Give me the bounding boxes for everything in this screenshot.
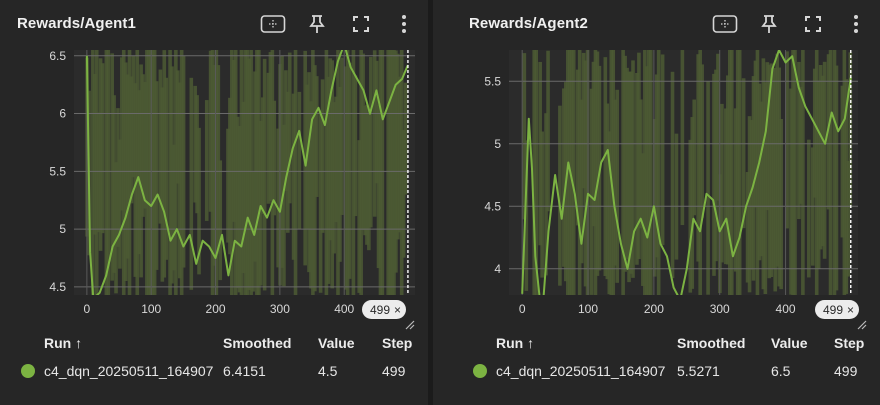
fit-domain-button[interactable] [258, 9, 288, 39]
y-tick-label: 4 [494, 262, 501, 276]
x-tick-label: 300 [710, 302, 730, 316]
col-value: Value [771, 335, 808, 351]
col-value: Value [318, 335, 355, 351]
chart-agent2[interactable]: 4 4.5 5 5.5 0 100 200 300 400 499 × [433, 50, 880, 330]
resize-handle-icon[interactable] [857, 320, 867, 330]
col-run[interactable]: Run ↑ [44, 335, 82, 351]
more-vert-icon [402, 15, 406, 33]
x-tick-label: 0 [519, 302, 526, 316]
x-tick-label: 200 [206, 302, 226, 316]
col-step: Step [834, 335, 865, 351]
smoothed-value: 6.4151 [223, 363, 266, 379]
step-badge[interactable]: 499 × [362, 300, 406, 319]
col-run-label: Run [496, 335, 524, 351]
fullscreen-button[interactable] [346, 9, 376, 39]
y-tick-label: 6 [59, 107, 66, 121]
run-name: c4_dqn_20250511_164907 [44, 363, 214, 379]
col-smoothed: Smoothed [223, 335, 292, 351]
x-tick-label: 400 [776, 302, 796, 316]
line-chart[interactable]: 4.5 5 5.5 6 6.5 0 100 200 300 400 499 × [0, 49, 428, 330]
fullscreen-icon [353, 16, 369, 32]
step-badge-text: 499 [370, 303, 390, 317]
resize-handle-icon[interactable] [405, 320, 415, 330]
y-tick-label: 5 [59, 222, 66, 236]
y-tick-label: 5.5 [49, 164, 66, 178]
x-tick-label: 300 [270, 302, 290, 316]
line-chart[interactable]: 4 4.5 5 5.5 0 100 200 300 400 499 × [433, 50, 880, 330]
fit-domain-icon [260, 15, 286, 33]
raw-data-band [85, 50, 408, 295]
smoothed-value: 5.5271 [677, 363, 720, 379]
sort-arrow-icon: ↑ [71, 335, 83, 351]
step-value: 499 [382, 363, 406, 379]
scalar-card-agent2: Rewards/Agent2 4 4.5 5 5.5 0 100 200 300 400 499 ×… [433, 0, 880, 405]
step-badge[interactable]: 499 × [815, 300, 859, 319]
panel-divider [428, 0, 433, 405]
y-tick-label: 5 [494, 137, 501, 151]
col-smoothed: Smoothed [677, 335, 746, 351]
run-color-dot [21, 364, 35, 378]
scalar-card-agent1: Rewards/Agent1 4.5 5 5.5 6 6.5 0 100 200 300 400 4… [0, 0, 428, 405]
series-line [85, 50, 409, 295]
close-icon: × [847, 303, 854, 317]
more-options-button[interactable] [841, 9, 871, 39]
fullscreen-button[interactable] [798, 9, 828, 39]
sort-arrow-icon: ↑ [523, 335, 535, 351]
run-table: Run ↑ Smoothed Value Step c4_dqn_2025051… [433, 335, 880, 395]
x-tick-label: 100 [141, 302, 161, 316]
close-icon: × [394, 303, 401, 317]
pin-icon [761, 15, 777, 33]
col-run-label: Run [44, 335, 72, 351]
y-tick-label: 4.5 [484, 199, 501, 213]
pin-button[interactable] [302, 9, 332, 39]
value-value: 4.5 [318, 363, 338, 379]
y-tick-label: 5.5 [484, 74, 501, 88]
col-step: Step [382, 335, 413, 351]
y-tick-label: 4.5 [49, 280, 66, 294]
x-tick-label: 400 [334, 302, 354, 316]
x-tick-label: 0 [84, 302, 91, 316]
x-tick-label: 100 [578, 302, 598, 316]
run-name: c4_dqn_20250511_164907 [496, 363, 666, 379]
run-color-dot [473, 364, 487, 378]
step-value: 499 [834, 363, 858, 379]
x-tick-label: 200 [644, 302, 664, 316]
run-table: Run ↑ Smoothed Value Step c4_dqn_2025051… [0, 335, 428, 395]
card-title: Rewards/Agent2 [469, 15, 588, 32]
more-vert-icon [854, 15, 858, 33]
col-run[interactable]: Run ↑ [496, 335, 534, 351]
series-line [521, 50, 852, 295]
step-badge-text: 499 [823, 303, 843, 317]
pin-button[interactable] [754, 9, 784, 39]
pin-icon [309, 15, 325, 33]
value-value: 6.5 [771, 363, 791, 379]
more-options-button[interactable] [389, 9, 419, 39]
fit-domain-icon [712, 15, 738, 33]
chart-agent1[interactable]: 4.5 5 5.5 6 6.5 0 100 200 300 400 499 × [0, 49, 428, 330]
y-tick-label: 6.5 [49, 49, 66, 63]
card-title: Rewards/Agent1 [17, 15, 136, 32]
fullscreen-icon [805, 16, 821, 32]
fit-domain-button[interactable] [710, 9, 740, 39]
